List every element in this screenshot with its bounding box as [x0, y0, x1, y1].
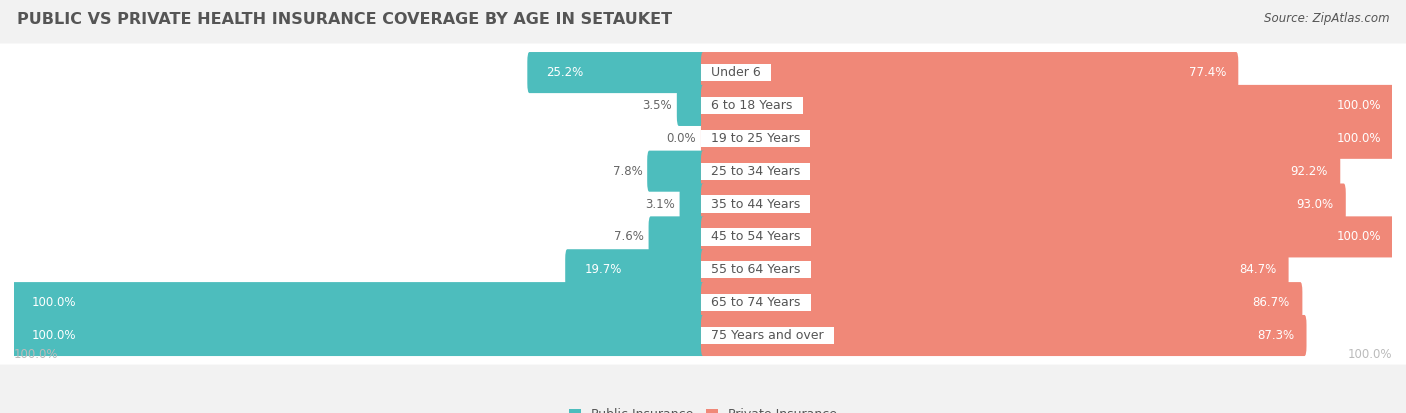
FancyBboxPatch shape [0, 241, 1406, 299]
FancyBboxPatch shape [0, 76, 1406, 135]
Text: 100.0%: 100.0% [1337, 132, 1382, 145]
FancyBboxPatch shape [0, 306, 1406, 365]
FancyBboxPatch shape [702, 183, 1346, 225]
Text: 100.0%: 100.0% [31, 329, 76, 342]
Text: 77.4%: 77.4% [1188, 66, 1226, 79]
FancyBboxPatch shape [702, 315, 1306, 356]
Legend: Public Insurance, Private Insurance: Public Insurance, Private Insurance [564, 403, 842, 413]
FancyBboxPatch shape [0, 109, 1406, 167]
Text: Source: ZipAtlas.com: Source: ZipAtlas.com [1264, 12, 1389, 25]
Text: 100.0%: 100.0% [1347, 348, 1392, 361]
Text: 35 to 44 Years: 35 to 44 Years [703, 197, 808, 211]
FancyBboxPatch shape [702, 249, 1289, 290]
Text: 65 to 74 Years: 65 to 74 Years [703, 296, 808, 309]
Text: PUBLIC VS PRIVATE HEALTH INSURANCE COVERAGE BY AGE IN SETAUKET: PUBLIC VS PRIVATE HEALTH INSURANCE COVER… [17, 12, 672, 27]
FancyBboxPatch shape [565, 249, 704, 290]
FancyBboxPatch shape [527, 52, 704, 93]
FancyBboxPatch shape [0, 208, 1406, 266]
Text: 100.0%: 100.0% [1337, 99, 1382, 112]
FancyBboxPatch shape [647, 151, 704, 192]
FancyBboxPatch shape [702, 85, 1393, 126]
FancyBboxPatch shape [702, 52, 1239, 93]
Text: 3.5%: 3.5% [643, 99, 672, 112]
FancyBboxPatch shape [676, 85, 704, 126]
Text: 86.7%: 86.7% [1253, 296, 1289, 309]
Text: 19.7%: 19.7% [585, 263, 621, 276]
FancyBboxPatch shape [0, 175, 1406, 233]
FancyBboxPatch shape [0, 142, 1406, 200]
Text: 55 to 64 Years: 55 to 64 Years [703, 263, 808, 276]
Text: 75 Years and over: 75 Years and over [703, 329, 831, 342]
FancyBboxPatch shape [702, 282, 1302, 323]
Text: 3.1%: 3.1% [645, 197, 675, 211]
Text: 7.8%: 7.8% [613, 165, 643, 178]
Text: Under 6: Under 6 [703, 66, 769, 79]
FancyBboxPatch shape [702, 118, 1393, 159]
Text: 84.7%: 84.7% [1239, 263, 1277, 276]
Text: 100.0%: 100.0% [14, 348, 59, 361]
Text: 6 to 18 Years: 6 to 18 Years [703, 99, 800, 112]
FancyBboxPatch shape [0, 273, 1406, 332]
FancyBboxPatch shape [702, 151, 1340, 192]
Text: 45 to 54 Years: 45 to 54 Years [703, 230, 808, 243]
Text: 92.2%: 92.2% [1291, 165, 1327, 178]
Text: 0.0%: 0.0% [666, 132, 696, 145]
FancyBboxPatch shape [13, 282, 704, 323]
Text: 25.2%: 25.2% [547, 66, 583, 79]
FancyBboxPatch shape [0, 43, 1406, 102]
FancyBboxPatch shape [702, 216, 1393, 257]
Text: 87.3%: 87.3% [1257, 329, 1294, 342]
Text: 100.0%: 100.0% [1337, 230, 1382, 243]
FancyBboxPatch shape [13, 315, 704, 356]
Text: 100.0%: 100.0% [31, 296, 76, 309]
Text: 19 to 25 Years: 19 to 25 Years [703, 132, 808, 145]
Text: 93.0%: 93.0% [1296, 197, 1333, 211]
Text: 25 to 34 Years: 25 to 34 Years [703, 165, 808, 178]
FancyBboxPatch shape [679, 183, 704, 225]
Text: 7.6%: 7.6% [614, 230, 644, 243]
FancyBboxPatch shape [648, 216, 704, 257]
